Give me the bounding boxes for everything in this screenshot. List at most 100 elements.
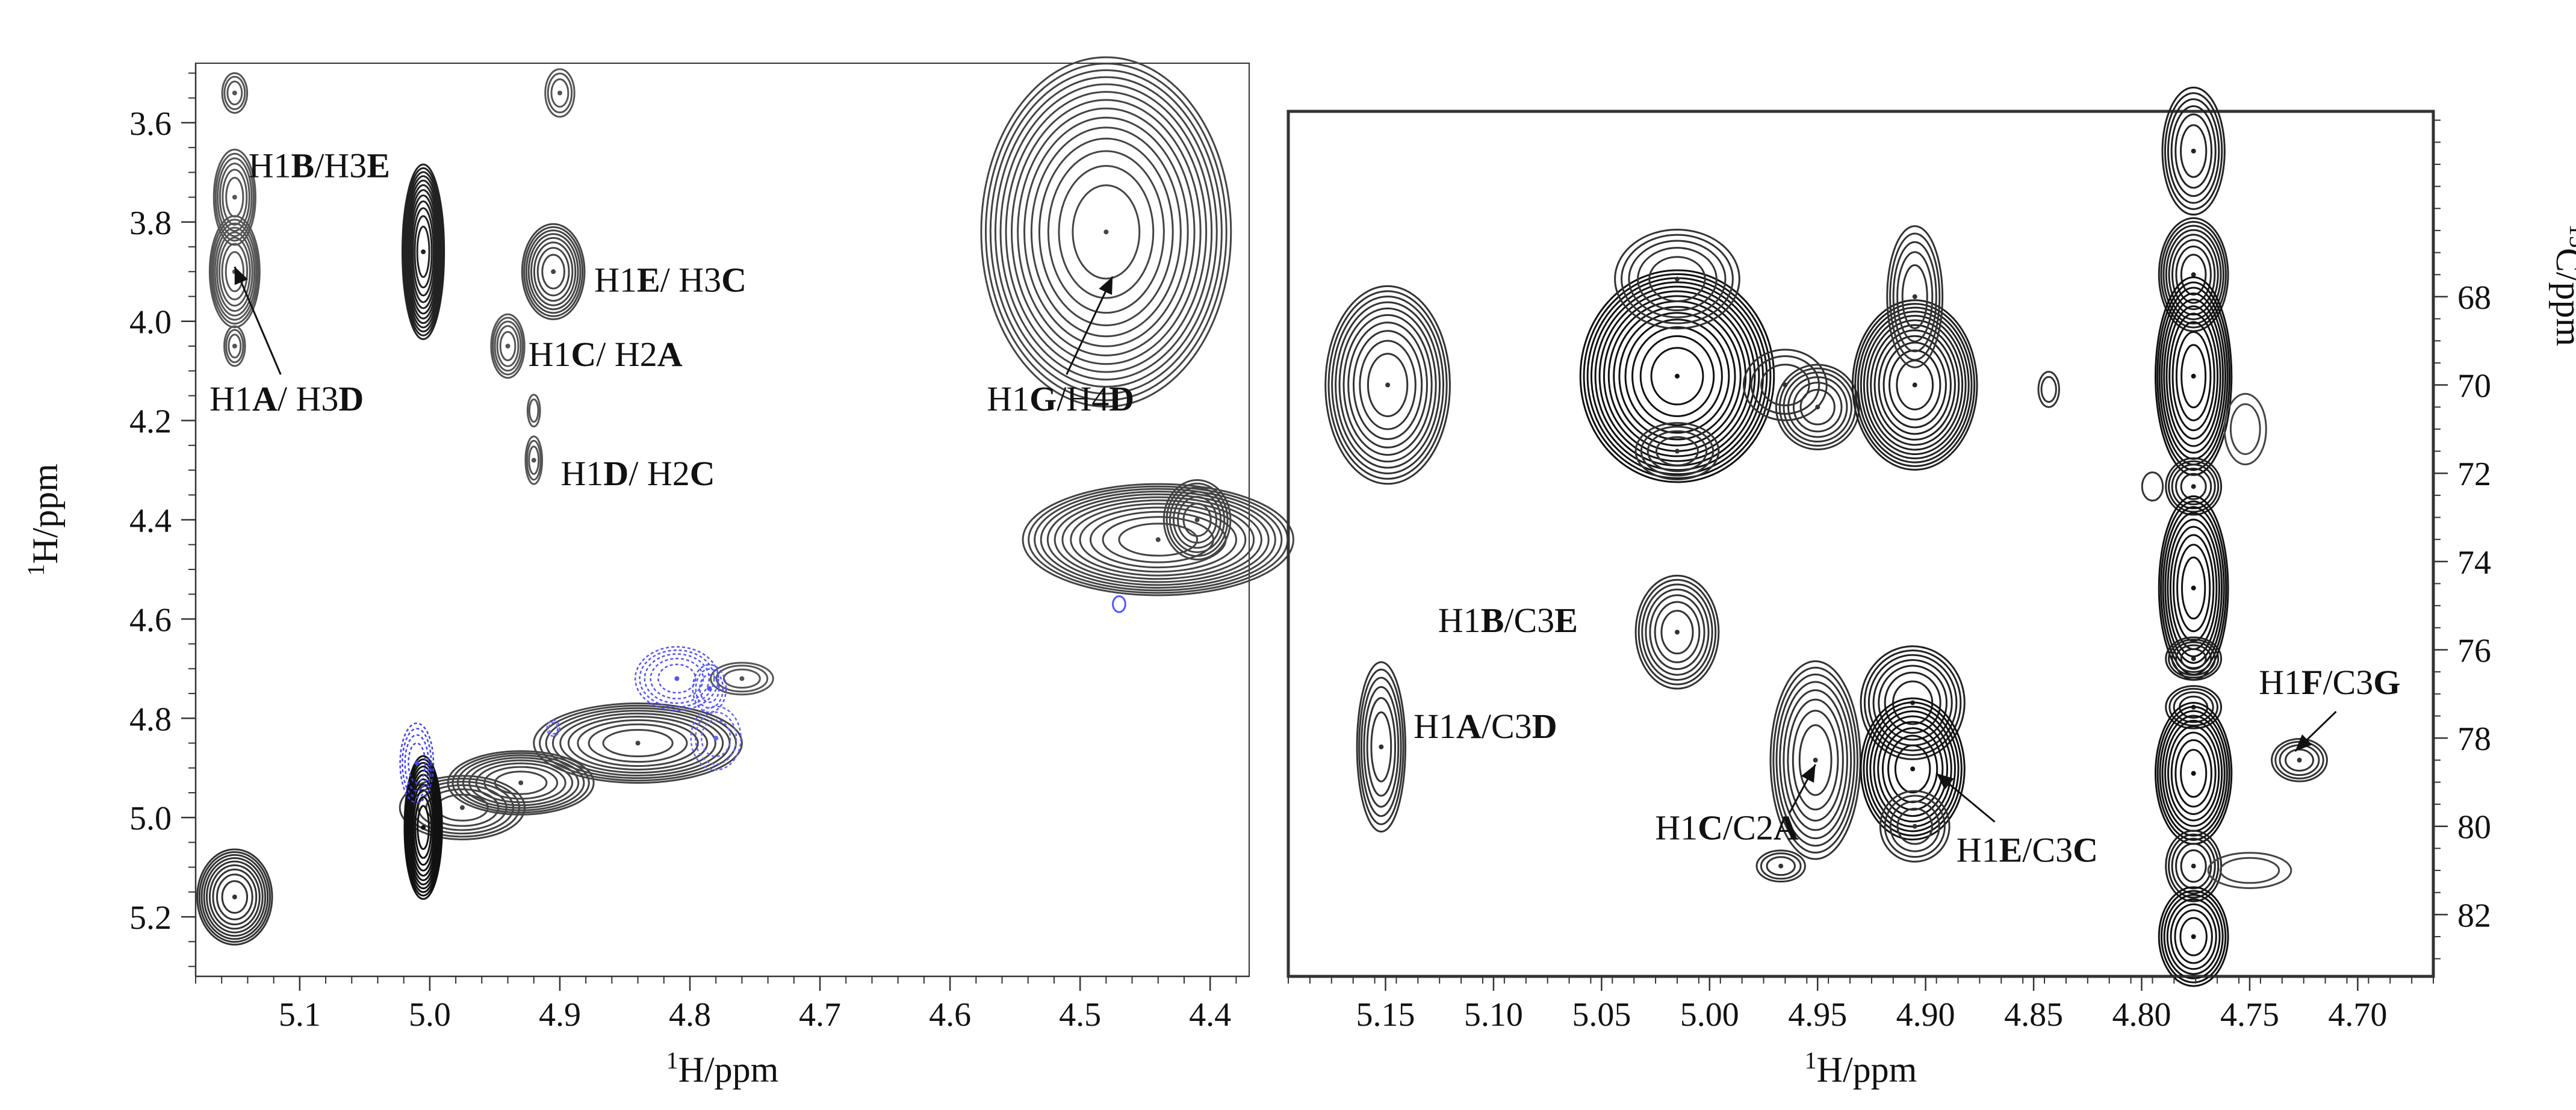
- contour-line: [1892, 241, 1937, 353]
- peak-center: [2297, 757, 2302, 763]
- contour-peak: [2165, 457, 2223, 516]
- peak-center: [421, 249, 426, 255]
- contour-line: [1169, 486, 1226, 553]
- contour-line: [994, 76, 1218, 388]
- contour-line: [2180, 648, 2207, 669]
- contour-line: [1631, 326, 1723, 426]
- contour-line: [223, 76, 246, 110]
- contour-line: [1772, 666, 1858, 854]
- contour-line: [539, 704, 737, 782]
- contour-line: [221, 880, 249, 914]
- contour-line: [2175, 330, 2212, 421]
- contour-line: [2229, 403, 2261, 455]
- contour-line: [2040, 376, 2057, 403]
- contour-line: [196, 848, 273, 946]
- contour-line: [2167, 725, 2220, 822]
- contour-peak: [634, 646, 719, 712]
- y-tick-label: 4.4: [129, 503, 172, 540]
- contour-line: [2165, 305, 2221, 447]
- contour-line: [417, 805, 430, 850]
- y-tick-label: 3.6: [129, 105, 172, 143]
- left-panel: 5.1 5.0 4.9 4.8 4.7 4.6 4.5 4.4 1H/ppm 3.6 3.8 4.0 4…: [22, 56, 1294, 1090]
- contour-line: [2168, 234, 2219, 316]
- contour-line: [1866, 319, 1964, 451]
- peak-center: [2191, 148, 2196, 153]
- annotation-arrow: [1066, 276, 1114, 375]
- contour-line: [2160, 220, 2227, 329]
- contour-line: [699, 674, 720, 703]
- contour-line: [1877, 721, 1949, 817]
- contour-line: [1017, 107, 1196, 357]
- y-axis-label: 13C/ppm: [2549, 224, 2576, 346]
- peak-center: [2191, 770, 2196, 776]
- x-tick-label: 4.80: [2112, 996, 2171, 1034]
- contour-line: [528, 398, 539, 423]
- contour-line: [2180, 253, 2207, 296]
- contour-line: [1878, 665, 1948, 741]
- peak-center: [1912, 294, 1917, 299]
- contour-line: [223, 325, 246, 367]
- contour-line: [2168, 833, 2220, 899]
- contour-line: [404, 175, 442, 329]
- contour-line: [1342, 314, 1433, 456]
- annotation-arrow: [234, 266, 282, 375]
- contour-line: [567, 716, 709, 770]
- contour-line: [530, 237, 577, 306]
- contour-line: [405, 179, 441, 324]
- contour-peaks: [1324, 86, 2328, 987]
- x-tick-label: 4.4: [1189, 996, 1231, 1034]
- contour-line: [1165, 482, 1229, 557]
- peak-center: [232, 343, 237, 349]
- contour-line: [710, 662, 774, 696]
- contour-peak: [521, 223, 586, 320]
- contour-line: [715, 665, 769, 693]
- contour-line: [546, 719, 560, 737]
- peak-center: [232, 90, 237, 96]
- contour-peak: [710, 662, 774, 696]
- contour-line: [2174, 909, 2213, 964]
- x-tick-label: 4.85: [2004, 996, 2063, 1034]
- contour-peak: [1356, 661, 1407, 833]
- peak-center: [518, 780, 524, 786]
- contour-line: [2170, 903, 2217, 970]
- contour-line: [405, 761, 441, 893]
- contour-line: [1656, 436, 1699, 467]
- peak-center: [1379, 744, 1384, 749]
- contour-line: [1648, 256, 1706, 302]
- contour-line: [225, 251, 244, 293]
- contour-line: [533, 702, 743, 784]
- contour-line: [496, 325, 520, 367]
- contour-line: [410, 200, 436, 303]
- contour-line: [1614, 228, 1740, 330]
- contour-line: [521, 223, 586, 320]
- contour-line: [1660, 610, 1694, 655]
- contour-line: [1775, 674, 1855, 847]
- peak-label: H1A/ H3D: [209, 379, 364, 418]
- contour-peak: [980, 56, 1232, 408]
- contour-line: [2175, 468, 2212, 506]
- contour-line: [406, 765, 441, 890]
- contour-line: [602, 729, 674, 757]
- contour-line: [228, 333, 242, 359]
- contour-line: [409, 194, 438, 309]
- contour-line: [1779, 681, 1852, 840]
- contour-line: [2164, 92, 2223, 210]
- peak-center: [713, 736, 719, 741]
- x-axis: 5.15 5.10 5.05 5.00 4.95 4.90 4.85 4.80 4.75 4.70…: [1288, 975, 2434, 1090]
- contour-line: [1023, 116, 1189, 347]
- peak-center: [1103, 229, 1109, 235]
- contour-peak: [692, 663, 727, 713]
- contour-peak: [223, 325, 246, 367]
- peak-center: [414, 760, 420, 766]
- contour-peak: [1022, 483, 1294, 597]
- contour-line: [2171, 837, 2216, 895]
- contour-line: [492, 317, 524, 376]
- contour-line: [650, 657, 704, 699]
- contour-peak: [2223, 392, 2267, 466]
- contour-line: [216, 231, 253, 312]
- contour-line: [2180, 749, 2208, 798]
- contour-line: [2164, 719, 2223, 827]
- contour-line: [2171, 464, 2216, 510]
- peak-center: [1910, 766, 1916, 772]
- contour-line: [1046, 493, 1270, 586]
